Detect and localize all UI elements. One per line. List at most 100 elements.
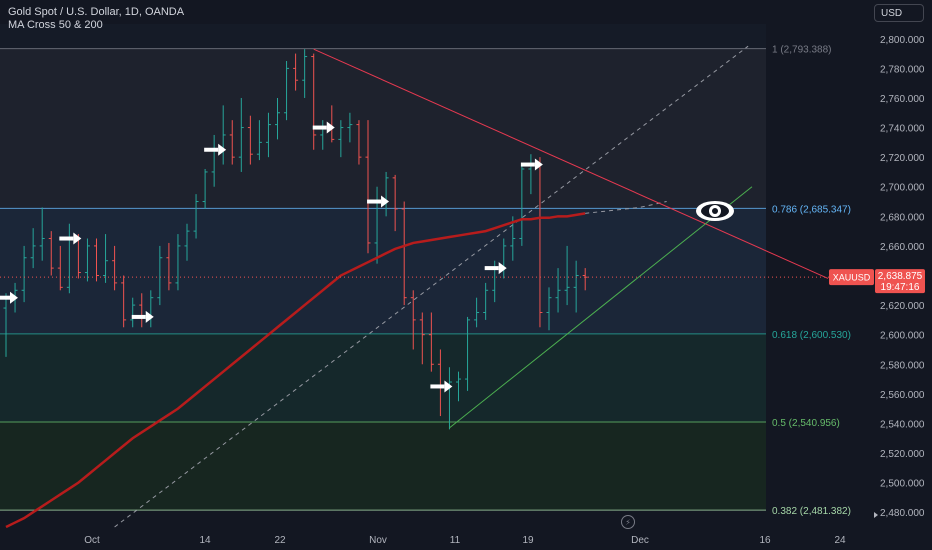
moving-average: [5, 201, 667, 529]
candle: [130, 297, 136, 328]
candle: [103, 234, 109, 283]
arrow-head: [218, 143, 227, 156]
support-trendline: [449, 186, 753, 429]
arrow-head: [326, 121, 335, 134]
price-tag-bg: [875, 269, 925, 294]
time-tick-label: 14: [199, 535, 211, 546]
candle: [157, 245, 163, 306]
time-tick-label: Dec: [631, 535, 649, 546]
candle: [519, 164, 525, 246]
candles: [3, 49, 588, 430]
arrow-shaft: [520, 162, 535, 167]
price-tick-label: 2,700.000: [880, 183, 925, 194]
chart-title: Gold Spot / U.S. Dollar, 1D, OANDA MA Cr…: [8, 6, 184, 32]
arrow-shaft: [312, 125, 327, 130]
candle: [256, 120, 262, 161]
price-tick-label: 2,720.000: [880, 153, 925, 164]
time-tick-label: 22: [274, 535, 286, 546]
price-tick-label: 2,760.000: [880, 94, 925, 105]
arrow-head: [10, 291, 18, 304]
candle: [555, 268, 561, 313]
candle: [184, 223, 190, 261]
candle: [94, 238, 99, 282]
candle: [175, 234, 181, 291]
symbol-tag: XAUUSD: [833, 273, 871, 283]
ma-projection: [585, 201, 667, 214]
arrow-shaft: [484, 266, 499, 271]
buy-arrow-icon: [520, 158, 543, 171]
time-tick-label: 16: [759, 535, 771, 546]
buy-arrow-icon: [131, 310, 154, 323]
time-tick-label: 11: [450, 535, 461, 546]
countdown-label: 19:47:16: [881, 282, 920, 293]
symbol-title: Gold Spot / U.S. Dollar, 1D, OANDA: [8, 6, 185, 18]
fib-lines: 1 (2,793.388) 0.786 (2,685.347) 0.618 (2,6…: [0, 45, 851, 517]
buy-arrow-icon: [430, 380, 453, 393]
candle: [564, 245, 570, 306]
fib-zone: [0, 333, 766, 423]
buy-arrow-icon: [0, 291, 18, 304]
resistance-trendline: [313, 48, 829, 279]
candle: [284, 60, 290, 121]
arrow-shaft: [204, 147, 219, 152]
arrow-head: [381, 195, 390, 208]
buy-arrow-icon: [59, 232, 82, 245]
fib-zone: [0, 422, 766, 511]
fib-level-label: 0.618 (2,600.530): [772, 330, 851, 341]
candle: [546, 287, 552, 331]
price-tick-label: 2,740.000: [880, 124, 925, 135]
currency-button[interactable]: USD: [874, 4, 924, 22]
arrow-head: [534, 158, 543, 171]
price-tick-label: 2,680.000: [880, 212, 925, 223]
indicator-title: MA Cross 50 & 200: [8, 19, 103, 31]
arrow-shaft: [59, 236, 74, 241]
price-tick-label: 2,500.000: [880, 479, 925, 490]
time-axis-bg: [0, 530, 866, 550]
candle: [275, 97, 280, 140]
candle: [48, 231, 54, 276]
price-tick-label: 2,660.000: [880, 242, 925, 253]
eye-pupil: [712, 208, 718, 214]
candle: [428, 312, 434, 372]
arrow-shaft: [430, 384, 445, 389]
fib-level-label: 1 (2,793.388): [772, 45, 832, 56]
candle: [302, 49, 308, 98]
fib-zone: [0, 48, 766, 209]
candle: [247, 115, 253, 165]
arrow-shaft: [367, 199, 382, 204]
lightning-icon[interactable]: ⚡: [621, 515, 635, 529]
fib-level-label: 0.5 (2,540.956): [772, 418, 840, 429]
price-tick-label: 2,540.000: [880, 419, 925, 430]
candle: [365, 120, 371, 254]
candle: [347, 112, 353, 143]
eye-icon[interactable]: [696, 201, 734, 221]
price-tick-label: 2,800.000: [880, 35, 925, 46]
ma-200-line: [5, 212, 586, 529]
candle: [338, 120, 344, 158]
candle: [84, 238, 90, 282]
time-axis[interactable]: Oct 14 22 Nov 11 19 Dec 16 24: [0, 530, 866, 550]
candle: [465, 316, 471, 391]
arrow-head: [145, 310, 154, 323]
candle: [356, 120, 362, 165]
arrow-head: [73, 232, 82, 245]
price-tick-label: 2,520.000: [880, 449, 925, 460]
fib-zone: [0, 208, 766, 334]
price-tick-label: 2,780.000: [880, 64, 925, 75]
time-tick-label: 24: [834, 535, 846, 546]
candle: [21, 245, 27, 303]
price-tick-label: 2,480.000: [880, 508, 925, 519]
candle: [30, 228, 36, 269]
candle: [57, 245, 63, 291]
candle: [229, 120, 235, 165]
symbol-tag-bg: [829, 269, 874, 286]
fib-level-label: 0.786 (2,685.347): [772, 204, 851, 215]
fib-level-label: 0.382 (2,481.382): [772, 506, 851, 517]
candle: [193, 194, 199, 239]
candle: [238, 97, 244, 172]
candle: [573, 260, 579, 313]
candle: [311, 53, 317, 150]
candle: [510, 216, 516, 261]
